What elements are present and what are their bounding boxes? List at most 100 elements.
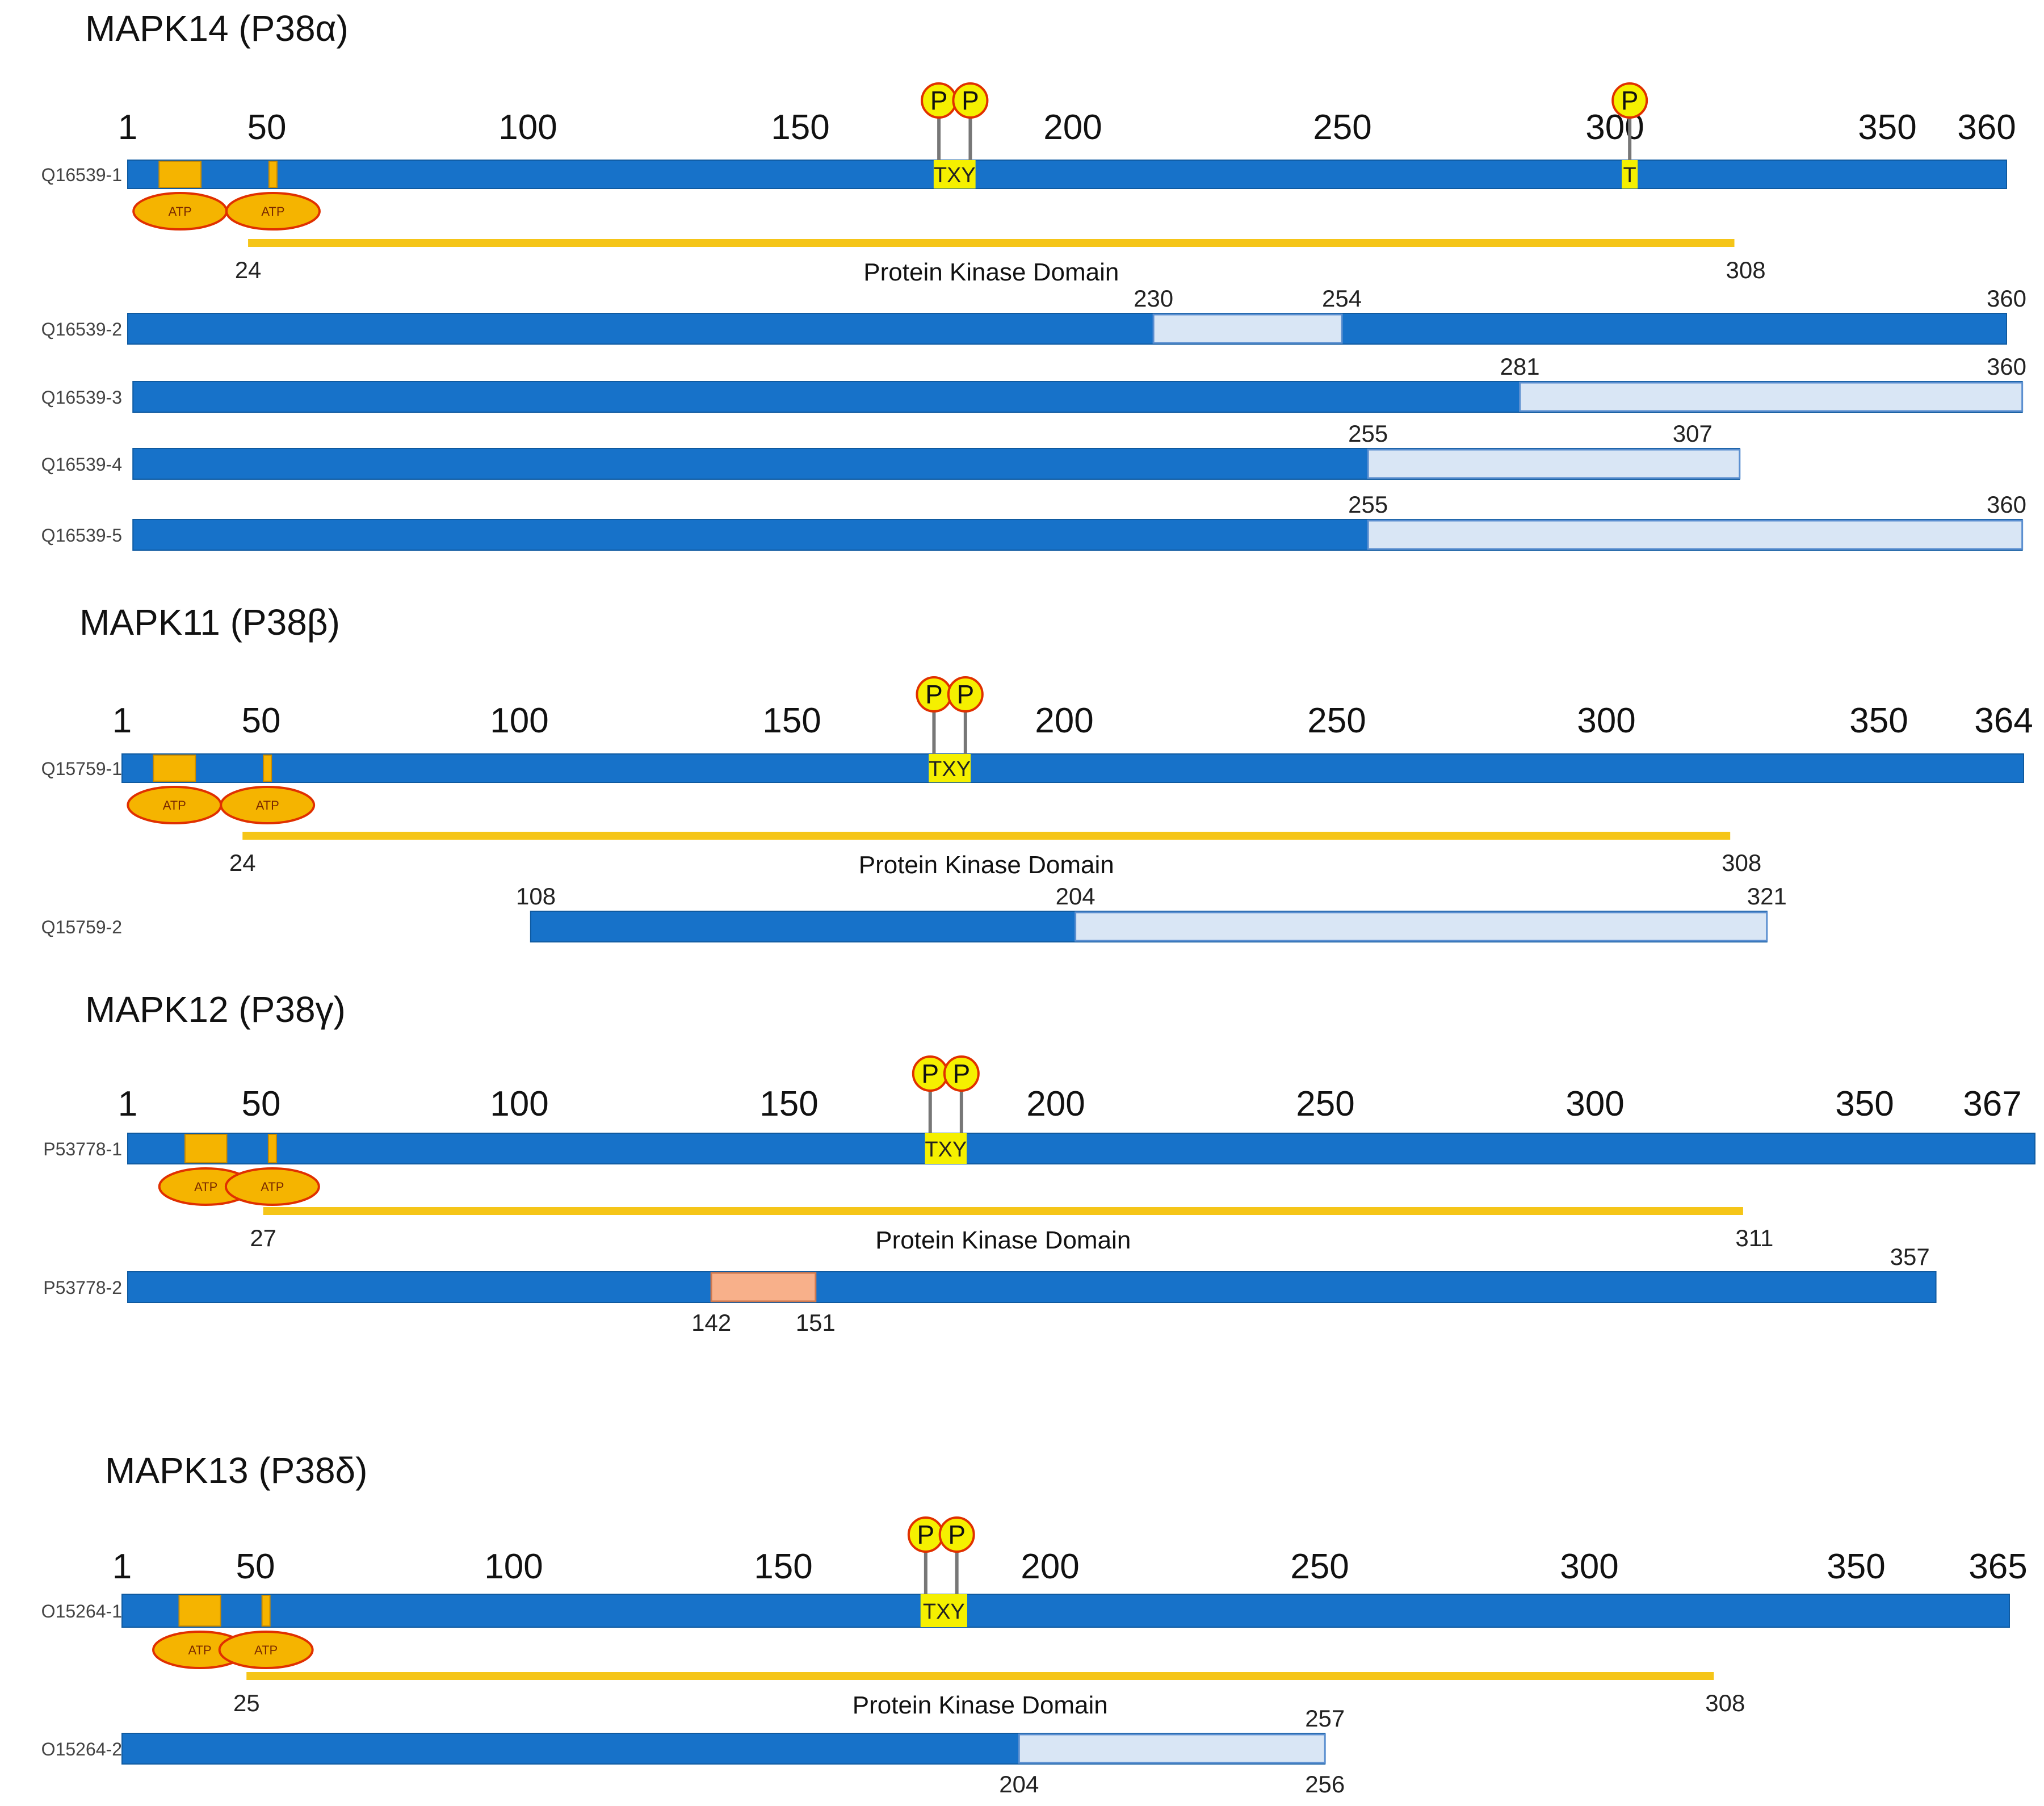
atp-binding-site — [263, 755, 272, 782]
axis-tick-label: 350 — [1849, 701, 1908, 740]
txy-label: TXY — [934, 164, 976, 187]
spliced-segment — [1519, 382, 2024, 412]
position-label: 256 — [1305, 1771, 1345, 1797]
atp-oval — [220, 786, 316, 824]
position-label: 204 — [999, 1771, 1039, 1797]
axis-tick-label: 1 — [118, 1084, 137, 1124]
kinase-domain-bar — [246, 1672, 1714, 1680]
axis-tick-label: 364 — [1974, 701, 2033, 740]
position-label: 307 — [1673, 420, 1713, 447]
phospho-label: P — [948, 1520, 966, 1549]
kinase-panel-1: MAPK14 (P38α)1 50 100 150 200 250 300 350 360Q16… — [41, 8, 2026, 551]
atp-oval — [224, 1167, 320, 1206]
atp-oval — [225, 192, 321, 231]
atp-label: ATP — [163, 798, 186, 812]
phospho-residue — [1622, 160, 1638, 188]
position-label: 142 — [691, 1309, 731, 1336]
atp-label: ATP — [194, 1180, 217, 1194]
axis-tick-label: 150 — [771, 108, 829, 147]
kinase-domain-bar — [263, 1207, 1743, 1215]
atp-label: ATP — [169, 204, 192, 219]
atp-binding-site — [178, 1595, 221, 1627]
phospho-label: P — [921, 1059, 939, 1088]
position-label: 255 — [1348, 420, 1388, 447]
domain-end: 308 — [1726, 257, 1766, 283]
isoform-id: Q15759-2 — [41, 917, 122, 937]
domain-start: 24 — [229, 849, 256, 876]
domain-label: Protein Kinase Domain — [853, 1691, 1108, 1719]
axis-tick-label: 250 — [1307, 701, 1366, 740]
axis-tick-label: 300 — [1577, 701, 1635, 740]
axis-tick-label: 200 — [1035, 701, 1093, 740]
axis-tick-label: 50 — [247, 108, 287, 147]
phospho-site — [952, 82, 989, 119]
position-label: 360 — [1987, 353, 2026, 380]
kinase-title: MAPK14 (P38α) — [85, 8, 349, 49]
axis-tick-label: 350 — [1858, 108, 1916, 147]
isoform-id: Q16539-2 — [41, 319, 122, 340]
axis-tick-label: 100 — [498, 108, 557, 147]
txy-motif — [933, 160, 976, 188]
domain-label: Protein Kinase Domain — [859, 851, 1114, 879]
position-label: 321 — [1747, 883, 1787, 910]
atp-label: ATP — [261, 204, 284, 219]
position-label: 360 — [1987, 491, 2026, 518]
kinase-domain-bar — [242, 832, 1731, 840]
domain-start: 25 — [233, 1690, 260, 1716]
isoform-id-main: Q16539-1 — [41, 165, 122, 185]
axis-tick-label: 1 — [118, 108, 137, 147]
atp-binding-site — [153, 755, 196, 782]
phospho-site — [938, 1516, 975, 1553]
domain-label: Protein Kinase Domain — [875, 1226, 1131, 1254]
isoform-id: Q16539-5 — [41, 525, 122, 546]
kinase-panel-4: MAPK13 (P38δ)1 50 100 150 200 250 300 350 365O15… — [41, 1450, 2028, 1797]
isoform-bar — [127, 313, 2007, 345]
position-label: 357 — [1890, 1243, 1930, 1270]
domain-label: Protein Kinase Domain — [863, 258, 1119, 286]
position-label: 257 — [1305, 1705, 1345, 1732]
kinase-title: MAPK12 (P38γ) — [85, 989, 346, 1030]
protein-bar-main — [121, 1594, 2010, 1628]
isoform-id: P53778-2 — [43, 1277, 122, 1298]
axis-tick-label: 150 — [754, 1547, 812, 1586]
protein-bar-main — [127, 1133, 2035, 1164]
spliced-segment — [1075, 911, 1768, 942]
position-label: 281 — [1500, 353, 1539, 380]
axis-tick-label: 365 — [1969, 1547, 2027, 1586]
isoform-bar — [127, 1271, 1937, 1303]
isoform-id: O15264-2 — [41, 1739, 122, 1759]
atp-label: ATP — [256, 798, 279, 812]
phospho-label: P — [930, 86, 948, 115]
protein-bar-main — [127, 160, 2007, 189]
position-label: 204 — [1056, 883, 1096, 910]
txy-motif — [925, 1133, 967, 1164]
axis-tick-label: 100 — [490, 701, 548, 740]
atp-binding-site — [267, 1134, 277, 1163]
axis-tick-label: 1 — [112, 1547, 132, 1586]
axis-tick-label: 300 — [1565, 1084, 1624, 1124]
kinase-panel-2: MAPK11 (P38β)1 50 100 150 200 250 300 350 364Q15… — [41, 602, 2033, 942]
txy-motif — [929, 754, 971, 782]
isoform-id-main: Q15759-1 — [41, 759, 122, 779]
axis-tick-label: 250 — [1296, 1084, 1354, 1124]
position-label: 230 — [1134, 285, 1173, 312]
spliced-segment — [1367, 449, 1741, 479]
kinase-panel-3: MAPK12 (P38γ)1 50 100 150 200 250 300 350 367P53… — [43, 989, 2035, 1336]
isoform-id: Q16539-4 — [41, 454, 122, 475]
kinase-title: MAPK11 (P38β) — [79, 602, 340, 643]
axis-tick-label: 50 — [236, 1547, 275, 1586]
position-label: 151 — [796, 1309, 836, 1336]
isoform-id-main: O15264-1 — [41, 1601, 122, 1621]
atp-label: ATP — [188, 1643, 211, 1657]
axis-tick-label: 50 — [242, 1084, 281, 1124]
position-label: 360 — [1987, 285, 2026, 312]
axis-tick-label: 300 — [1560, 1547, 1618, 1586]
axis-tick-label: 200 — [1043, 108, 1102, 147]
domain-start: 24 — [235, 257, 262, 283]
domain-end: 308 — [1722, 849, 1761, 876]
position-label: 255 — [1348, 491, 1388, 518]
phospho-label: P — [956, 680, 974, 709]
position-label: 108 — [516, 883, 556, 910]
axis-tick-label: 100 — [490, 1084, 548, 1124]
position-label: 254 — [1322, 285, 1362, 312]
